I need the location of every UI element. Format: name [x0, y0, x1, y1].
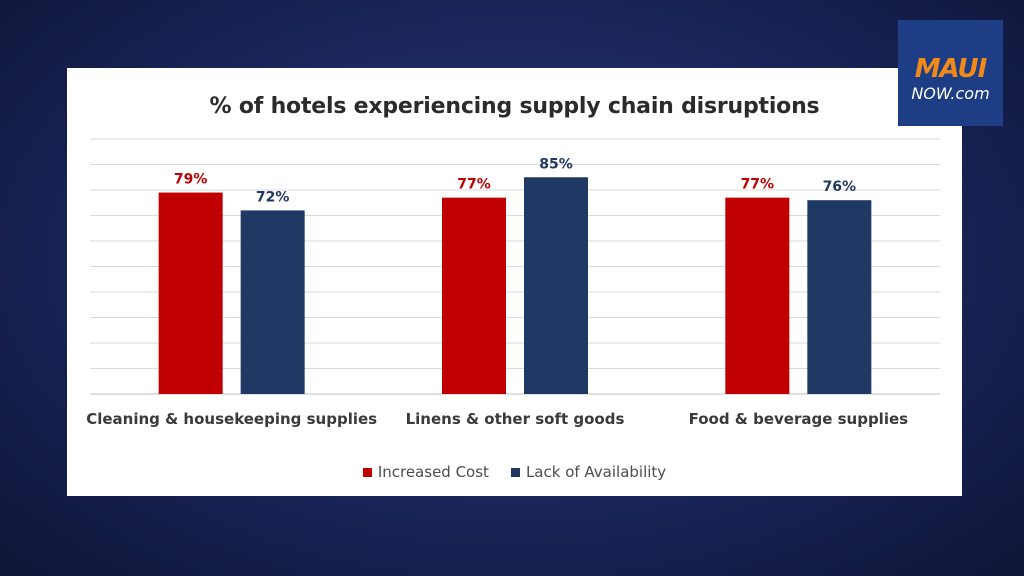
bar-increased-cost-3 [725, 197, 790, 394]
legend-item-lack-of-availability: Lack of Availability [510, 463, 667, 481]
bar-lack-of-availability-2 [524, 177, 588, 394]
legend-swatch-increased-cost [362, 467, 372, 477]
category-label: Linens & other soft goods [406, 410, 625, 428]
bar-chart: 79% 72% Cleaning & housekeeping supplies 77… [86, 138, 940, 428]
category-label: Food & beverage supplies [689, 410, 909, 428]
legend-item-increased-cost: Increased Cost [362, 463, 489, 481]
data-label: 76% [823, 179, 857, 195]
data-label: 77% [741, 177, 775, 193]
bar-increased-cost-2 [442, 197, 506, 394]
category-label: Cleaning & housekeeping supplies [86, 410, 377, 428]
chart-card: % of hotels experiencing supply chain di… [67, 68, 962, 496]
logo-wordmark-now: NOW.com [911, 84, 990, 103]
legend: Increased Cost Lack of Availability [67, 463, 962, 481]
bar-lack-of-availability-1 [240, 210, 305, 394]
legend-swatch-lack-of-availability [510, 467, 520, 477]
maui-now-logo: MAUI NOW.com [898, 20, 1003, 126]
bar-increased-cost-1 [158, 192, 223, 394]
data-label: 77% [457, 177, 491, 193]
chart-title: % of hotels experiencing supply chain di… [209, 94, 820, 119]
legend-label-increased-cost: Increased Cost [377, 463, 489, 481]
legend-label-lack-of-availability: Lack of Availability [525, 463, 667, 481]
data-label: 85% [539, 156, 573, 172]
data-label: 79% [174, 172, 208, 188]
data-label: 72% [256, 189, 290, 205]
bar-lack-of-availability-3 [807, 200, 872, 394]
logo-wordmark-maui: MAUI [914, 54, 988, 84]
